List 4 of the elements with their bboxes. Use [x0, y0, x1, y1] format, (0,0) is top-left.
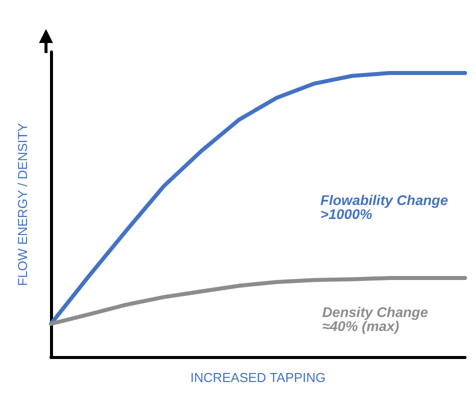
y-axis-title: FLOW ENERGY / DENSITY	[15, 122, 30, 286]
x-axis-title: INCREASED TAPPING	[190, 370, 326, 385]
annotation: Flowability Change >1000%	[320, 192, 448, 222]
annotation: Density Change ≈40% (max)	[322, 304, 428, 334]
